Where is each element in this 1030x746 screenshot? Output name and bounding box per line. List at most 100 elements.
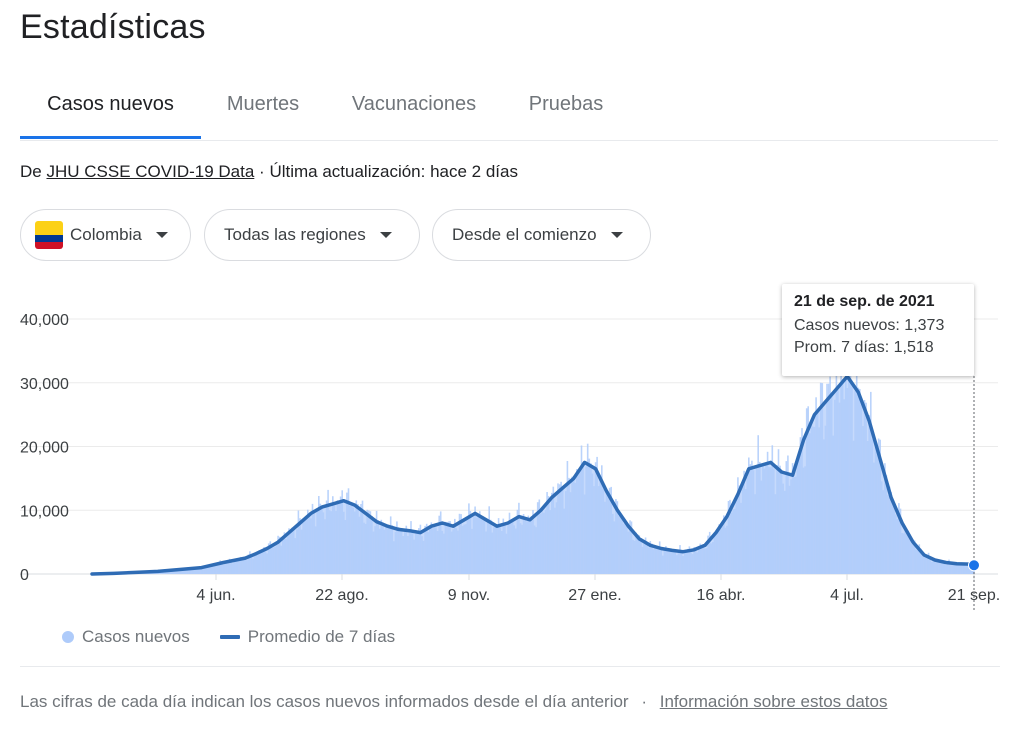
daily-case-bar: [899, 508, 902, 574]
daily-case-bar: [744, 489, 747, 574]
daily-case-bar: [601, 465, 603, 574]
period-dropdown[interactable]: Desde el comienzo: [432, 209, 651, 261]
daily-case-bar: [934, 558, 936, 574]
daily-case-bar: [945, 565, 947, 574]
daily-case-bar: [685, 551, 688, 574]
daily-case-bar: [285, 539, 287, 574]
daily-case-bar: [619, 513, 622, 574]
daily-case-bar: [588, 458, 591, 574]
daily-case-bar: [424, 525, 426, 574]
daily-case-bar: [663, 550, 666, 574]
daily-case-bar: [876, 447, 878, 574]
daily-case-bar: [640, 538, 642, 574]
cases-chart[interactable]: 0 10,000 20,000 30,000 40,000 4 jun. 22 ago. 9 …: [0, 280, 1030, 620]
tab-deaths[interactable]: Muertes: [226, 93, 300, 115]
daily-case-bar: [383, 529, 386, 574]
daily-case-bar: [583, 494, 586, 574]
daily-case-bar: [178, 569, 181, 574]
daily-case-bar: [324, 519, 326, 574]
daily-case-bar: [948, 559, 950, 574]
daily-case-bar: [657, 547, 659, 574]
region-dropdown-value: Todas las regiones: [224, 225, 366, 244]
source-prefix: De: [20, 162, 42, 181]
daily-case-bar: [203, 567, 206, 574]
daily-case-bar: [815, 397, 817, 574]
daily-case-bar: [946, 562, 949, 574]
daily-case-bar: [719, 528, 722, 574]
daily-case-bar: [569, 492, 572, 574]
daily-case-bar: [796, 456, 799, 574]
country-dropdown[interactable]: Colombia: [20, 209, 191, 261]
daily-case-bar: [261, 551, 264, 574]
tab-vaccinations[interactable]: Vacunaciones: [351, 93, 477, 115]
daily-case-bar: [710, 543, 713, 574]
daily-case-bar: [275, 544, 278, 574]
daily-case-bar: [404, 529, 406, 574]
daily-case-bar: [724, 527, 727, 574]
daily-case-bar: [267, 543, 270, 574]
daily-case-bar: [898, 503, 900, 574]
daily-case-bar: [343, 511, 345, 574]
tab-bar: Casos nuevos Muertes Vacunaciones Prueba…: [20, 70, 998, 141]
chevron-down-icon: [379, 232, 392, 238]
daily-case-bar: [621, 516, 623, 574]
daily-case-bar: [732, 509, 734, 574]
x-tick-label: 9 nov.: [448, 587, 490, 604]
daily-case-bar: [330, 511, 333, 574]
daily-case-bar: [805, 408, 808, 574]
daily-case-bar: [316, 511, 318, 574]
daily-case-bar: [416, 531, 419, 574]
daily-case-bar: [704, 548, 706, 574]
daily-case-bar: [175, 569, 178, 574]
daily-case-bar: [727, 501, 730, 574]
daily-case-bar: [221, 562, 223, 574]
daily-case-bar: [622, 523, 625, 574]
daily-case-bar: [461, 525, 464, 574]
daily-case-bar: [269, 541, 272, 574]
daily-case-bar: [616, 501, 619, 574]
daily-case-bar: [693, 547, 695, 574]
daily-case-bar: [308, 515, 311, 574]
daily-case-bar: [397, 527, 400, 574]
daily-case-bar: [361, 500, 364, 574]
daily-case-bar: [846, 388, 849, 574]
daily-case-bar: [604, 501, 606, 574]
daily-case-bar: [698, 546, 700, 574]
source-link[interactable]: JHU CSSE COVID-19 Data: [46, 162, 255, 181]
daily-case-bar: [615, 499, 617, 574]
daily-case-bar: [292, 528, 295, 574]
daily-case-bar: [819, 382, 822, 574]
daily-case-bar: [798, 453, 800, 574]
tab-new-cases[interactable]: Casos nuevos: [47, 93, 174, 115]
daily-case-bar: [490, 519, 492, 574]
daily-case-bar: [369, 511, 372, 574]
daily-case-bar: [896, 519, 899, 574]
daily-case-bar: [791, 463, 794, 574]
daily-case-bar: [346, 492, 348, 574]
source-separator: ·: [259, 162, 265, 181]
daily-case-bar: [779, 465, 781, 574]
data-info-link[interactable]: Información sobre estos datos: [659, 692, 888, 711]
active-tab-indicator: [20, 136, 201, 139]
divider: [20, 666, 1000, 667]
daily-case-bar: [322, 512, 325, 574]
daily-case-bar: [658, 541, 661, 574]
daily-case-bar: [766, 451, 769, 574]
selected-point: [968, 559, 980, 572]
daily-case-bar: [236, 561, 239, 574]
daily-case-bar: [666, 549, 669, 574]
daily-case-bar: [873, 462, 875, 574]
daily-case-bar: [418, 528, 420, 574]
tab-tests[interactable]: Pruebas: [528, 93, 604, 115]
daily-case-bar: [372, 531, 375, 574]
daily-case-bar: [427, 532, 429, 574]
daily-case-bar: [907, 530, 910, 574]
daily-case-bar: [912, 542, 914, 574]
daily-case-bar: [662, 555, 664, 574]
region-dropdown[interactable]: Todas las regiones: [204, 209, 420, 261]
legend-average-swatch: [219, 635, 240, 639]
daily-case-bar: [515, 528, 517, 574]
daily-case-bar: [626, 525, 628, 574]
daily-case-bar: [937, 560, 939, 574]
daily-case-bar: [962, 562, 964, 574]
